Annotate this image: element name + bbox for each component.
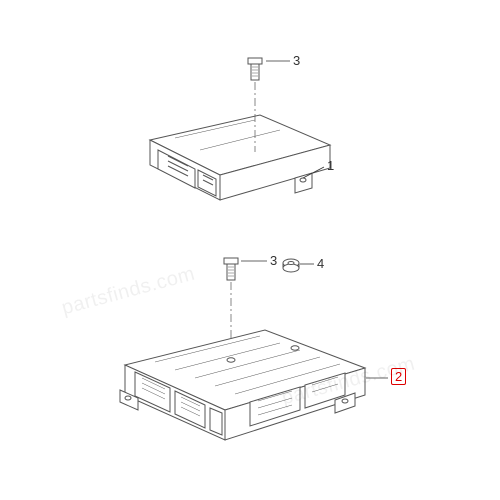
callout-4: 4 [317, 256, 324, 271]
lower-module [120, 330, 365, 440]
diagram-svg [0, 0, 500, 500]
upper-bolt [248, 58, 262, 80]
exploded-diagram: 3 1 3 4 2 partsfinds.com partsfinds.com [0, 0, 500, 500]
upper-module [150, 115, 330, 200]
lower-bolt [224, 258, 238, 280]
callout-3-upper: 3 [293, 53, 300, 68]
callout-3-lower: 3 [270, 253, 277, 268]
lower-nut [283, 259, 299, 272]
callout-2-highlighted: 2 [391, 368, 406, 385]
callout-1: 1 [327, 158, 334, 173]
